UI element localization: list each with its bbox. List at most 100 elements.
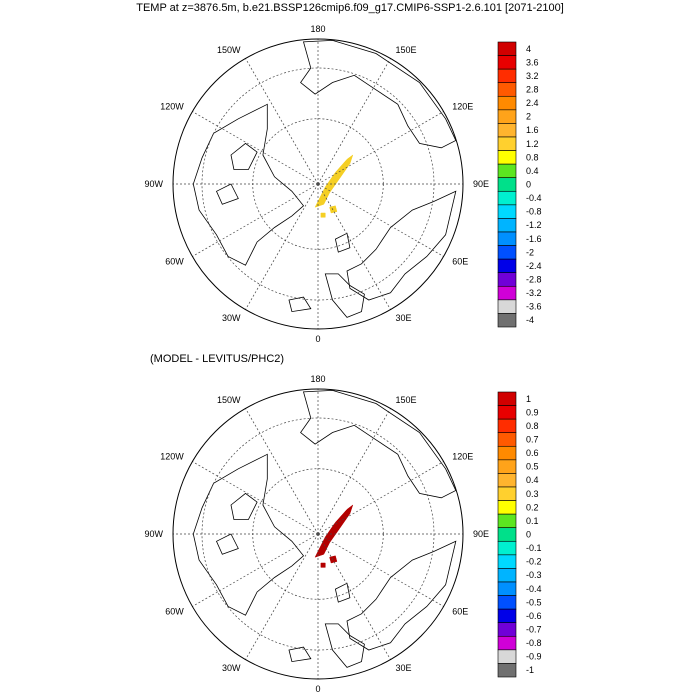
meridian-line xyxy=(192,183,319,257)
colorbar-swatch xyxy=(497,204,517,219)
longitude-label: 60E xyxy=(452,607,468,617)
meridian-line xyxy=(317,58,391,185)
meridian-line xyxy=(317,111,444,185)
longitude-label: 30W xyxy=(222,313,241,323)
colorbar-swatch xyxy=(497,123,517,138)
colorbar-swatch xyxy=(497,540,517,556)
colorbar-swatch xyxy=(497,391,517,406)
colorbar-swatch xyxy=(497,177,517,192)
colorbar-swatch xyxy=(497,554,517,569)
land-outline xyxy=(192,103,305,266)
colorbar-label: 3.6 xyxy=(526,57,539,67)
colorbar-swatch xyxy=(497,527,517,542)
longitude-label: 30W xyxy=(222,663,241,673)
longitude-label: 150E xyxy=(396,45,417,55)
land-outline xyxy=(334,582,351,603)
longitude-label: 180 xyxy=(310,24,325,34)
colorbar-label: -0.8 xyxy=(526,207,542,217)
meridian-line xyxy=(245,183,319,310)
colorbar-swatch xyxy=(497,432,517,447)
map-boundary xyxy=(172,388,464,680)
longitude-label: 90E xyxy=(473,179,489,189)
colorbar-swatch xyxy=(497,82,517,97)
top-panel-map: 180 150E 120E 90E 60E 30E 0 30W 60W 90W 120W 150W xyxy=(144,24,489,344)
land-outline xyxy=(300,389,457,499)
colorbar-label: 4 xyxy=(526,44,531,54)
colorbar-swatch xyxy=(497,486,517,501)
meridian-line xyxy=(317,533,444,607)
colorbar-swatch xyxy=(497,663,517,678)
colorbar-label: -1.2 xyxy=(526,220,542,230)
colorbar-label: 0.4 xyxy=(526,166,539,176)
colorbar-label: 2.4 xyxy=(526,98,539,108)
colorbar-swatch xyxy=(497,68,517,84)
colorbar-swatch xyxy=(497,513,517,529)
latitude-circle xyxy=(252,118,384,250)
colorbar-swatch xyxy=(497,272,517,287)
colorbar-label: -0.4 xyxy=(526,584,542,594)
longitude-label: 120W xyxy=(160,102,184,112)
colorbar-label: 1.6 xyxy=(526,125,539,135)
colorbar-swatch xyxy=(497,136,517,151)
colorbar-label: -0.9 xyxy=(526,652,542,662)
colorbar-swatch xyxy=(497,500,517,515)
anomaly-patch xyxy=(314,504,354,558)
latitude-circle xyxy=(201,417,435,651)
meridian-line xyxy=(317,183,391,310)
colorbar-swatch xyxy=(497,608,517,624)
colorbar-swatch xyxy=(497,95,517,111)
colorbar-swatch xyxy=(497,41,517,56)
colorbar-label: -0.6 xyxy=(526,611,542,621)
land-outline xyxy=(324,623,365,668)
land-outline xyxy=(215,183,239,205)
bottom-panel-subtitle: (MODEL - LEVITUS/PHC2) xyxy=(150,353,285,365)
colorbar-label: 0 xyxy=(526,530,531,540)
anomaly-patch xyxy=(329,205,338,214)
land-outline xyxy=(324,273,365,318)
colorbar-swatch xyxy=(497,163,517,179)
longitude-label: 90W xyxy=(144,529,163,539)
colorbar-swatch xyxy=(497,581,517,596)
colorbar-label: -0.8 xyxy=(526,638,542,648)
longitude-label: 180 xyxy=(310,374,325,384)
colorbar-label: 0.6 xyxy=(526,448,539,458)
colorbar-label: -2 xyxy=(526,247,534,257)
meridian-line xyxy=(192,111,319,185)
figure-title: TEMP at z=3876.5m, b.e21.BSSP126cmip6.f0… xyxy=(136,2,564,14)
longitude-label: 120E xyxy=(452,102,473,112)
colorbar-label: 2.8 xyxy=(526,85,539,95)
colorbar-label: 0.7 xyxy=(526,435,539,445)
land-outline xyxy=(192,453,305,616)
colorbar-label: -1 xyxy=(526,665,534,675)
longitude-label: 120E xyxy=(452,452,473,462)
meridian-line xyxy=(245,408,319,535)
meridian-line xyxy=(245,58,319,185)
land-outline xyxy=(346,540,457,651)
longitude-label: 150W xyxy=(217,395,241,405)
longitude-label: 60W xyxy=(165,607,184,617)
colorbar-swatch xyxy=(497,109,517,124)
colorbar-label: 3.2 xyxy=(526,71,539,81)
colorbar-swatch xyxy=(497,231,517,246)
colorbar-label: 0.2 xyxy=(526,502,539,512)
anomaly-patch xyxy=(329,555,338,564)
colorbar-label: 0 xyxy=(526,180,531,190)
top-panel-colorbar: 4 3.6 3.2 2.8 2.4 2 1.6 1.2 0.8 0.4 0 -0.4 -0.8 -1.2 -… xyxy=(497,41,542,328)
longitude-label: 30E xyxy=(396,313,412,323)
colorbar-swatch xyxy=(497,55,517,70)
colorbar-label: 2 xyxy=(526,112,531,122)
colorbar-label: 0.8 xyxy=(526,152,539,162)
meridian-line xyxy=(317,183,444,257)
colorbar-label: 0.3 xyxy=(526,489,539,499)
longitude-label: 30E xyxy=(396,663,412,673)
land-outline xyxy=(300,39,457,149)
latitude-circle xyxy=(201,67,435,301)
longitude-label: 0 xyxy=(315,684,320,694)
colorbar-swatch xyxy=(497,635,517,651)
colorbar-swatch xyxy=(497,622,517,637)
longitude-label: 120W xyxy=(160,452,184,462)
colorbar-label: -3.2 xyxy=(526,288,542,298)
meridian-line xyxy=(317,533,391,660)
colorbar-swatch xyxy=(497,418,517,434)
colorbar-label: -2.4 xyxy=(526,261,542,271)
